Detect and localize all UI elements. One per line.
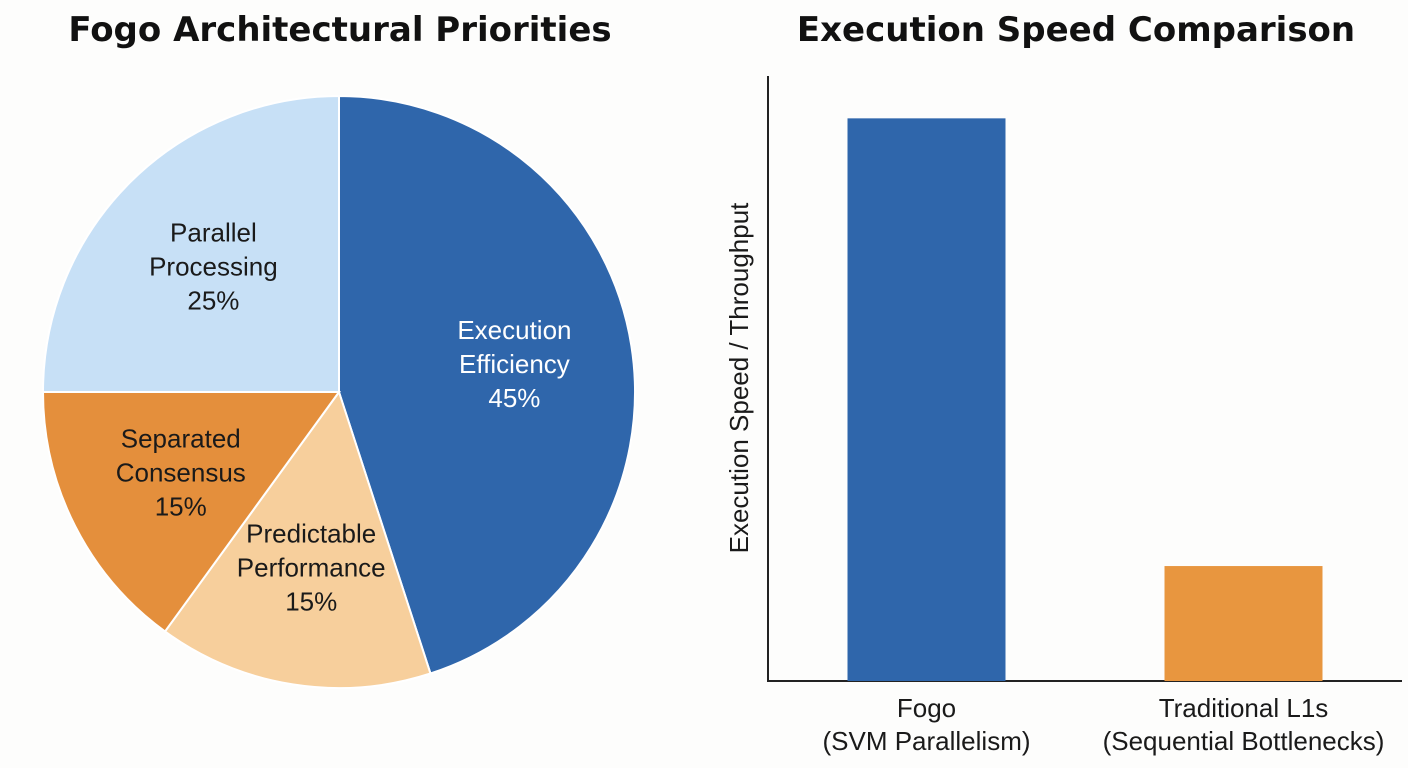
- x-tick-label-fogo: Fogo: [897, 693, 956, 723]
- pie-slice-parallel-processing: [41, 94, 340, 393]
- x-tick-label-traditional-l1s: Traditional L1s: [1159, 693, 1329, 723]
- pie-slices: [41, 94, 636, 689]
- pie-slice-predictable-performance: [163, 389, 432, 689]
- pie-slice-execution-efficiency: [338, 94, 636, 675]
- pie-slice-label-separated-consensus: Separated: [121, 424, 241, 454]
- pie-labels: Execution Efficiency 45% Predictable Perform…: [116, 217, 572, 616]
- pie-slice-value-predictable-performance: 15%: [285, 586, 337, 616]
- pie-slice-label-predictable-performance: Performance: [237, 552, 386, 582]
- pie-slice-label-separated-consensus: Consensus: [116, 458, 246, 488]
- pie-slice-label-execution-efficiency: Efficiency: [459, 349, 570, 379]
- x-tick-label-traditional-l1s-sub: (Sequential Bottlenecks): [1103, 726, 1385, 756]
- pie-slice-label-parallel-processing: Processing: [149, 251, 278, 281]
- bar-fogo: [847, 118, 1006, 682]
- pie-slice-value-separated-consensus: 15%: [155, 492, 207, 522]
- bars: [847, 118, 1323, 682]
- pie-slice-label-execution-efficiency: Execution: [457, 315, 571, 345]
- x-tick-label-fogo-sub: (SVM Parallelism): [822, 726, 1030, 756]
- pie-chart: Execution Efficiency 45% Predictable Perform…: [41, 94, 636, 689]
- bar-traditional-l1s: [1164, 566, 1323, 681]
- pie-slice-separated-consensus: [41, 391, 341, 633]
- pie-chart-title: Fogo Architectural Priorities: [68, 10, 612, 50]
- pie-slice-value-execution-efficiency: 45%: [488, 383, 540, 413]
- x-tick-labels: Fogo(SVM Parallelism) Traditional L1s(Seq…: [822, 693, 1384, 756]
- pie-slice-label-predictable-performance: Predictable: [246, 518, 376, 548]
- bar-chart-title: Execution Speed Comparison: [796, 10, 1356, 50]
- y-axis-label: Execution Speed / Throughput: [724, 202, 754, 554]
- pie-slice-value-parallel-processing: 25%: [187, 285, 239, 315]
- pie-slice-label-parallel-processing: Parallel: [170, 217, 257, 247]
